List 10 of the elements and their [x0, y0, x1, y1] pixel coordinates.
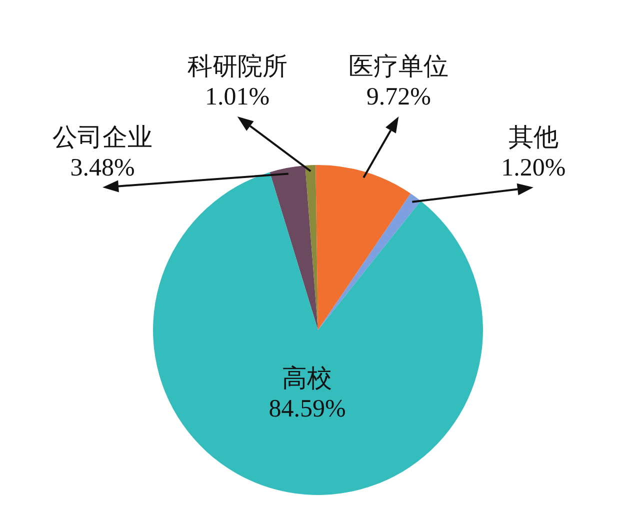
data-label: 84.59%: [268, 396, 346, 423]
data-label: 9.72%: [366, 83, 431, 110]
slice-label: 科研院所: [187, 53, 288, 80]
slice-label: 高校: [282, 364, 332, 393]
slice-label: 其他: [508, 124, 558, 152]
slice-label: 公司企业: [52, 124, 153, 152]
slice-label: 医疗单位: [348, 53, 449, 80]
data-label: 3.48%: [70, 154, 135, 182]
data-label: 1.20%: [501, 154, 566, 182]
data-label: 1.01%: [205, 83, 270, 110]
